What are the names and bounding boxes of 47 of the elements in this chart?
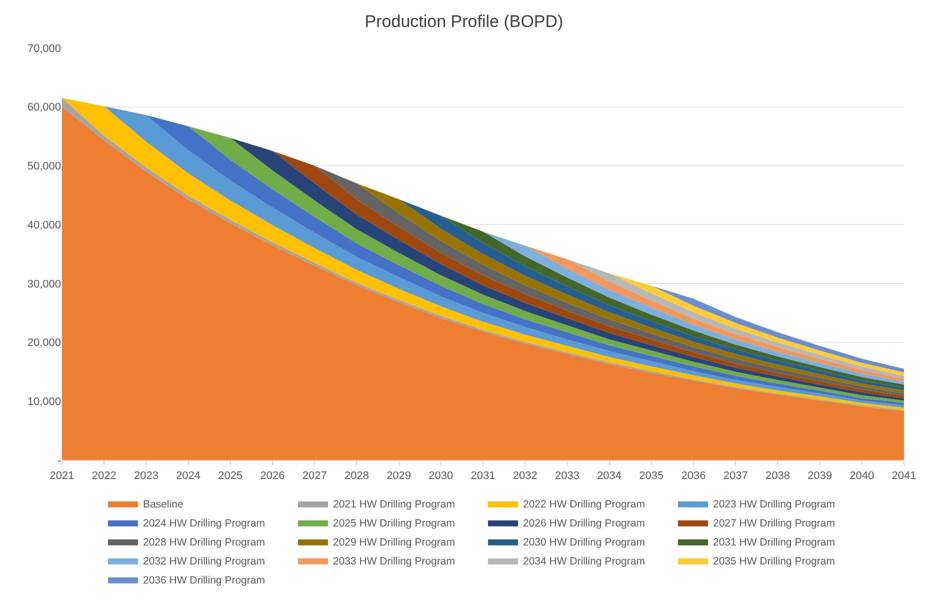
x-tick-label: 2035 xyxy=(639,470,664,482)
legend-label: 2023 HW Drilling Program xyxy=(713,498,836,510)
x-tick-label: 2031 xyxy=(470,470,496,482)
x-tick-label: 2022 xyxy=(92,470,116,482)
legend-label: 2029 HW Drilling Program xyxy=(333,536,456,548)
x-tick-label: 2029 xyxy=(386,470,412,482)
legend-label: 2022 HW Drilling Program xyxy=(523,498,646,510)
x-tick-label: 2021 xyxy=(50,470,74,482)
x-tick-label: 2028 xyxy=(344,470,369,482)
legend-label: 2032 HW Drilling Program xyxy=(143,555,266,568)
legend-label: 2026 HW Drilling Program xyxy=(523,517,646,530)
x-tick-label: 2038 xyxy=(765,470,790,482)
y-tick-label: 50,000 xyxy=(27,160,61,173)
y-tick-label: - xyxy=(57,454,62,467)
legend-label: 2035 HW Drilling Program xyxy=(713,555,836,568)
y-tick-label: 70,000 xyxy=(27,42,61,55)
x-tick-label: 2025 xyxy=(218,470,243,482)
legend-label: 2025 HW Drilling Program xyxy=(333,517,456,530)
x-tick-label: 2041 xyxy=(892,470,916,482)
y-tick-label: 40,000 xyxy=(27,219,61,232)
y-tick-label: 30,000 xyxy=(27,278,61,290)
legend-label: 2034 HW Drilling Program xyxy=(523,555,646,568)
chart-title: Production Profile (BOPD) xyxy=(364,12,564,32)
legend-label: 2036 HW Drilling Program xyxy=(143,574,266,586)
x-tick-label: 2030 xyxy=(428,470,454,482)
x-tick-label: 2040 xyxy=(850,470,874,482)
x-tick-label: 2034 xyxy=(597,470,622,482)
x-tick-label: 2026 xyxy=(260,470,285,482)
legend-label: 2033 HW Drilling Program xyxy=(333,555,456,568)
x-tick-label: 2027 xyxy=(302,470,327,482)
legend-label: 2024 HW Drilling Program xyxy=(143,517,266,530)
x-tick-label: 2033 xyxy=(554,470,580,482)
legend-label: 2027 HW Drilling Program xyxy=(713,517,836,530)
x-tick-label: 2023 xyxy=(134,470,158,482)
legend-label: 2021 HW Drilling Program xyxy=(333,498,456,510)
x-tick-label: 2036 xyxy=(681,470,706,482)
y-tick-label: 60,000 xyxy=(27,102,61,114)
legend-label: 2030 HW Drilling Program xyxy=(523,536,646,548)
y-tick-label: 10,000 xyxy=(27,396,61,408)
x-tick-label: 2037 xyxy=(723,470,748,482)
x-tick-label: 2032 xyxy=(512,470,538,482)
x-tick-label: 2039 xyxy=(808,470,832,482)
x-tick-label: 2024 xyxy=(176,470,201,482)
legend-label: 2028 HW Drilling Program xyxy=(143,536,266,548)
legend-label: Baseline xyxy=(143,498,184,510)
legend-label: 2031 HW Drilling Program xyxy=(713,536,836,548)
y-tick-label: 20,000 xyxy=(27,337,61,350)
